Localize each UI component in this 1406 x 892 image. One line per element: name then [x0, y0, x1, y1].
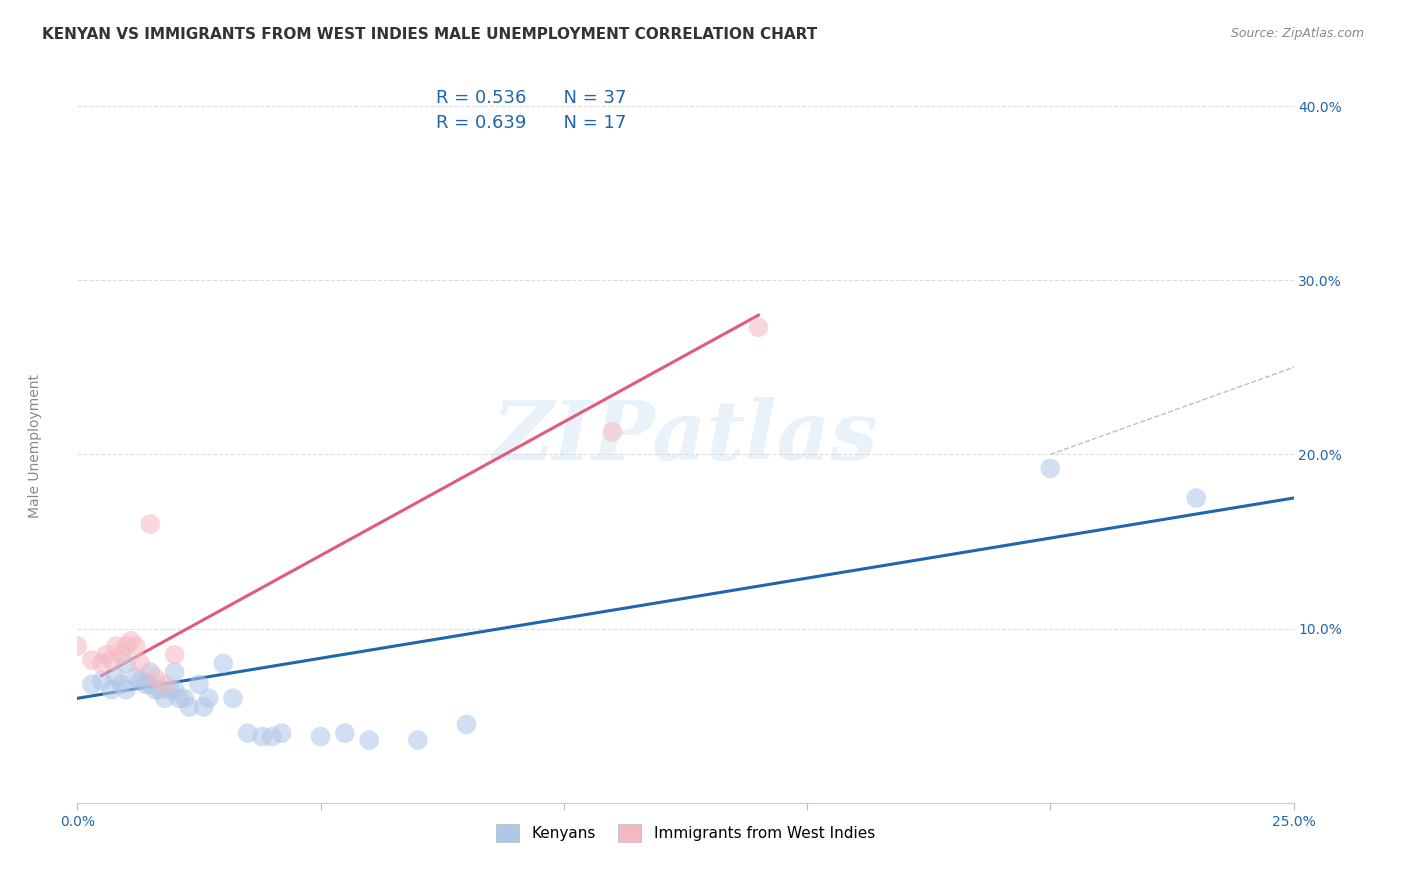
Point [1039, 461, 1062, 475]
Point [80, 677, 103, 691]
Point [96, 648, 118, 662]
Text: KENYAN VS IMMIGRANTS FROM WEST INDIES MALE UNEMPLOYMENT CORRELATION CHART: KENYAN VS IMMIGRANTS FROM WEST INDIES MA… [42, 27, 817, 42]
Point [197, 691, 219, 706]
Point [333, 726, 356, 740]
Point [169, 691, 191, 706]
Text: N = 37: N = 37 [551, 89, 626, 107]
Point [163, 648, 186, 662]
Point [222, 691, 245, 706]
Point [250, 730, 273, 744]
Point [193, 700, 215, 714]
Point [105, 639, 128, 653]
Text: R = 0.536: R = 0.536 [436, 89, 526, 107]
Point [80, 653, 103, 667]
Legend: Kenyans, Immigrants from West Indies: Kenyans, Immigrants from West Indies [488, 816, 883, 850]
Point [149, 682, 172, 697]
Point [747, 320, 769, 334]
Point [602, 425, 624, 439]
Point [139, 677, 162, 691]
Point [1185, 491, 1208, 505]
Point [90, 673, 112, 688]
Point [134, 677, 156, 691]
Point [159, 682, 181, 697]
Point [309, 730, 332, 744]
Text: N = 17: N = 17 [551, 114, 626, 132]
Point [115, 682, 138, 697]
Point [139, 665, 162, 680]
Point [139, 517, 162, 532]
Point [129, 657, 152, 671]
Point [406, 733, 429, 747]
Point [359, 733, 381, 747]
Point [115, 657, 138, 671]
Point [110, 648, 132, 662]
Point [153, 677, 176, 691]
Point [105, 670, 128, 684]
Point [115, 639, 138, 653]
Point [120, 633, 142, 648]
Point [179, 700, 201, 714]
Point [153, 691, 176, 706]
Text: R = 0.639: R = 0.639 [436, 114, 526, 132]
Point [110, 677, 132, 691]
Text: Male Unemployment: Male Unemployment [28, 374, 42, 518]
Point [270, 726, 292, 740]
Point [173, 691, 195, 706]
Point [125, 670, 148, 684]
Point [260, 730, 283, 744]
Point [163, 665, 186, 680]
Point [212, 657, 235, 671]
Point [90, 657, 112, 671]
Text: Source: ZipAtlas.com: Source: ZipAtlas.com [1230, 27, 1364, 40]
Point [143, 682, 166, 697]
Point [143, 670, 166, 684]
Point [100, 682, 122, 697]
Point [456, 717, 478, 731]
Point [125, 639, 148, 653]
Point [236, 726, 259, 740]
Point [188, 677, 211, 691]
Point [163, 682, 186, 697]
Point [66, 639, 89, 653]
Point [129, 673, 152, 688]
Point [100, 653, 122, 667]
Text: ZIPatlas: ZIPatlas [492, 397, 879, 477]
